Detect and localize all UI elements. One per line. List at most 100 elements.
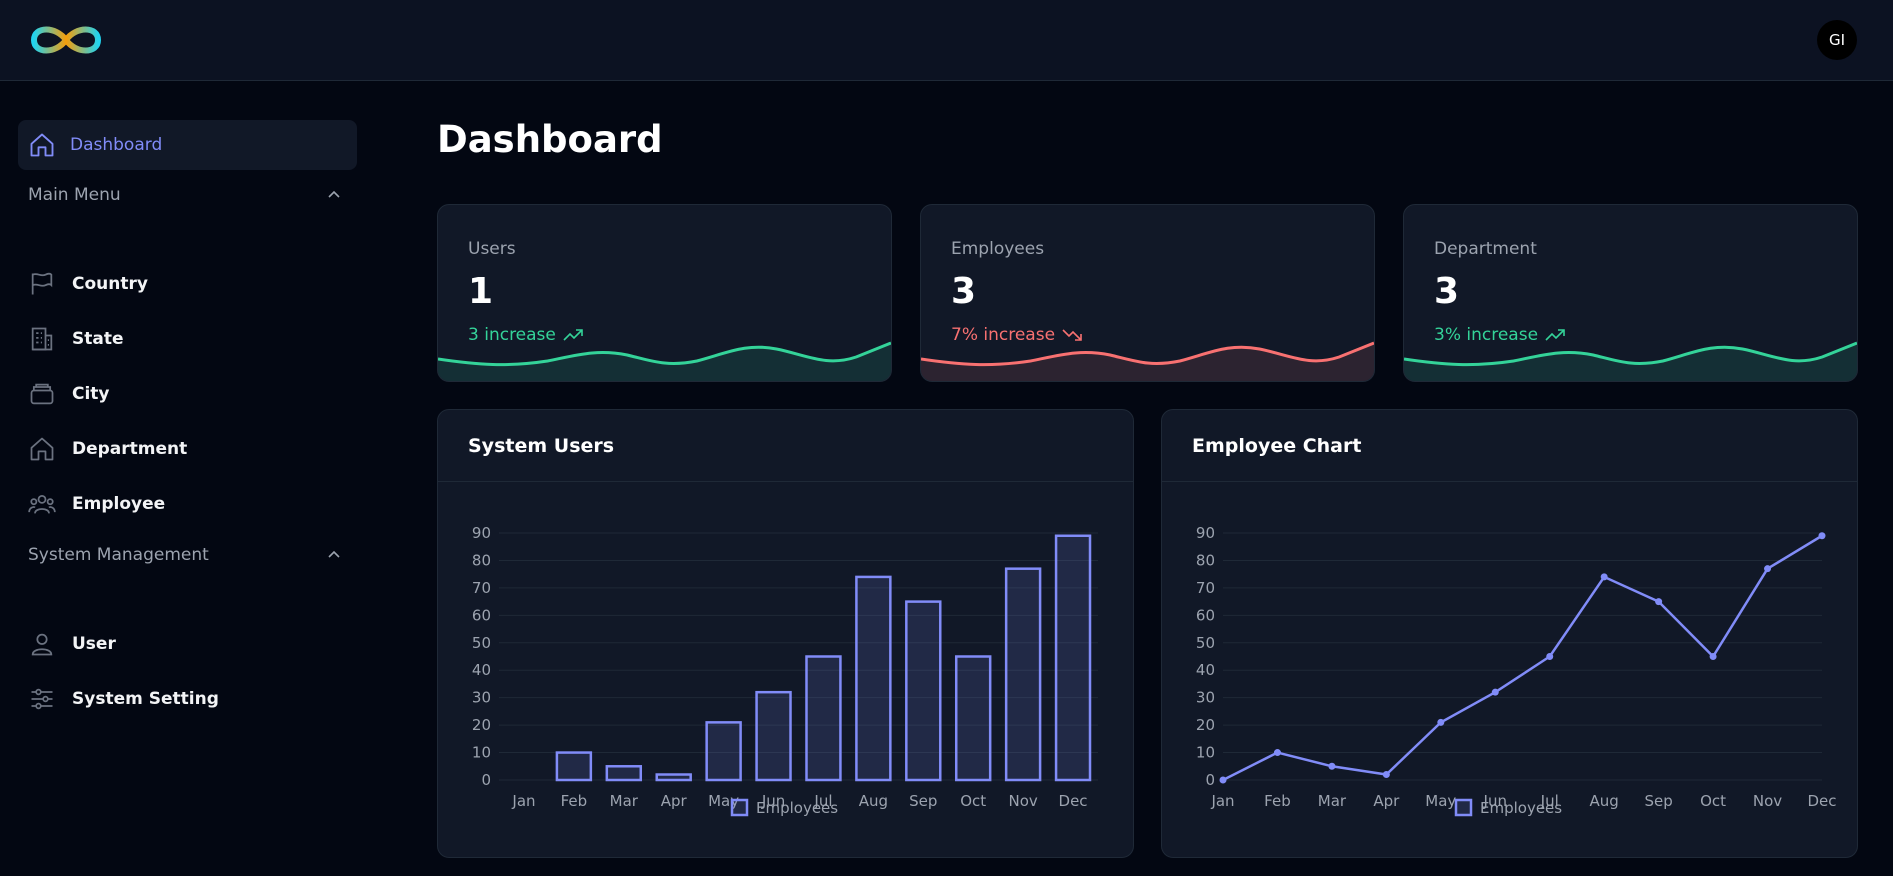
- flag-icon: [31, 272, 53, 295]
- y-tick-label: 30: [1196, 689, 1215, 707]
- x-tick-label: Sep: [909, 792, 937, 810]
- y-tick-label: 70: [472, 579, 491, 597]
- chevron-up-icon[interactable]: [326, 187, 342, 203]
- sidebar-item-city[interactable]: City: [28, 376, 110, 412]
- x-tick-label: Dec: [1059, 792, 1088, 810]
- chevron-up-icon[interactable]: [326, 547, 342, 563]
- stat-change: 3% increase: [1434, 325, 1568, 345]
- stat-change-label: 7% increase: [951, 325, 1056, 345]
- bar: [555, 751, 593, 782]
- sidebar-item-employee[interactable]: Employee: [28, 486, 165, 522]
- legend-swatch: [1454, 798, 1473, 817]
- x-tick-label: Apr: [1373, 792, 1400, 810]
- legend-label: Employees: [756, 799, 838, 817]
- data-point: [1491, 688, 1499, 696]
- stat-change-label: 3% increase: [1434, 325, 1539, 345]
- y-tick-label: 70: [1196, 579, 1215, 597]
- trend-down-icon: [1062, 329, 1082, 341]
- home-icon: [30, 437, 54, 461]
- stat-title: Employees: [951, 239, 1045, 259]
- data-point: [1600, 573, 1608, 581]
- data-point: [1818, 532, 1826, 540]
- top-bar: GI: [0, 0, 1893, 81]
- data-point: [1382, 771, 1390, 779]
- sidebar-item-label: Dashboard: [70, 135, 163, 155]
- x-tick-label: Aug: [859, 792, 888, 810]
- stat-card-employees: Employees 3 7% increase: [920, 204, 1375, 382]
- bar: [655, 773, 692, 782]
- bar: [905, 600, 942, 782]
- y-tick-label: 10: [472, 744, 491, 762]
- wave-decoration: [438, 341, 891, 381]
- user-icon: [31, 633, 53, 656]
- sidebar-item-state[interactable]: State: [28, 321, 124, 357]
- x-tick-label: Jan: [1210, 792, 1234, 810]
- chart-card-system-users: System Users 0 10 20 30 40 50 60 70 80 90 Jan Feb Ma…: [437, 409, 1134, 858]
- bar: [705, 721, 742, 782]
- y-tick-label: 0: [481, 771, 491, 789]
- y-tick-label: 50: [1196, 634, 1215, 652]
- x-tick-label: Nov: [1753, 792, 1782, 810]
- stat-title: Department: [1434, 239, 1537, 259]
- x-tick-label: Nov: [1008, 792, 1037, 810]
- x-tick-label: May: [1425, 792, 1456, 810]
- sidebar-item-label: System Setting: [72, 689, 219, 709]
- x-tick-label: Feb: [561, 792, 588, 810]
- infinity-logo-icon[interactable]: [26, 18, 106, 62]
- sidebar-item-label: Department: [72, 439, 188, 459]
- chart-title: System Users: [438, 410, 1133, 482]
- legend-label: Employees: [1480, 799, 1562, 817]
- y-tick-label: 30: [472, 689, 491, 707]
- stat-value: 1: [468, 271, 494, 312]
- trend-up-icon: [563, 329, 583, 341]
- x-tick-label: Feb: [1264, 792, 1291, 810]
- y-tick-label: 90: [472, 524, 491, 542]
- y-tick-label: 10: [1196, 744, 1215, 762]
- section-main-menu[interactable]: Main Menu: [28, 180, 348, 210]
- y-tick-label: 60: [472, 606, 491, 624]
- y-tick-label: 20: [1196, 716, 1215, 734]
- y-tick-label: 60: [1196, 606, 1215, 624]
- sidebar-item-label: State: [72, 329, 124, 349]
- y-tick-label: 0: [1205, 771, 1215, 789]
- sidebar-item-system-setting[interactable]: System Setting: [28, 681, 219, 717]
- x-tick-label: Apr: [661, 792, 688, 810]
- bar: [855, 575, 892, 782]
- wave-decoration: [1404, 341, 1857, 381]
- series-line: [1222, 534, 1823, 782]
- sidebar-item-label: User: [72, 634, 116, 654]
- y-tick-label: 80: [472, 551, 491, 569]
- y-tick-label: 40: [1196, 661, 1215, 679]
- section-title: Main Menu: [28, 185, 121, 205]
- data-point: [1437, 718, 1445, 726]
- x-tick-label: Dec: [1807, 792, 1836, 810]
- stat-change: 7% increase: [951, 325, 1085, 345]
- home-icon: [30, 133, 54, 157]
- x-tick-label: Jul: [1540, 792, 1559, 810]
- user-avatar[interactable]: GI: [1817, 20, 1857, 60]
- data-point: [1709, 653, 1717, 660]
- y-tick-label: 50: [472, 634, 491, 652]
- data-point: [1328, 762, 1336, 770]
- sidebar-item-dashboard[interactable]: Dashboard: [18, 120, 357, 170]
- sidebar-item-country[interactable]: Country: [28, 266, 148, 302]
- data-point: [1764, 565, 1772, 573]
- employee-line-chart: 0 10 20 30 40 50 60 70 80 90 Jan Feb Mar Apr May Jun Jul…: [1196, 524, 1837, 817]
- stat-value: 3: [951, 271, 977, 312]
- section-title: System Management: [28, 545, 209, 565]
- stat-title: Users: [468, 239, 516, 259]
- x-tick-label: Sep: [1644, 792, 1672, 810]
- sidebar-item-department[interactable]: Department: [28, 431, 187, 467]
- chart-title: Employee Chart: [1162, 410, 1857, 482]
- y-tick-label: 90: [1196, 524, 1215, 542]
- sidebar-item-label: Country: [72, 274, 148, 294]
- stat-card-users: Users 1 3 increase: [437, 204, 892, 382]
- sidebar-item-label: City: [72, 384, 110, 404]
- x-tick-label: Jul: [813, 792, 832, 810]
- y-tick-label: 40: [472, 661, 491, 679]
- users-icon: [28, 494, 56, 514]
- section-system-management[interactable]: System Management: [28, 540, 348, 570]
- sidebar-item-user[interactable]: User: [28, 626, 116, 662]
- x-tick-label: Mar: [610, 792, 639, 810]
